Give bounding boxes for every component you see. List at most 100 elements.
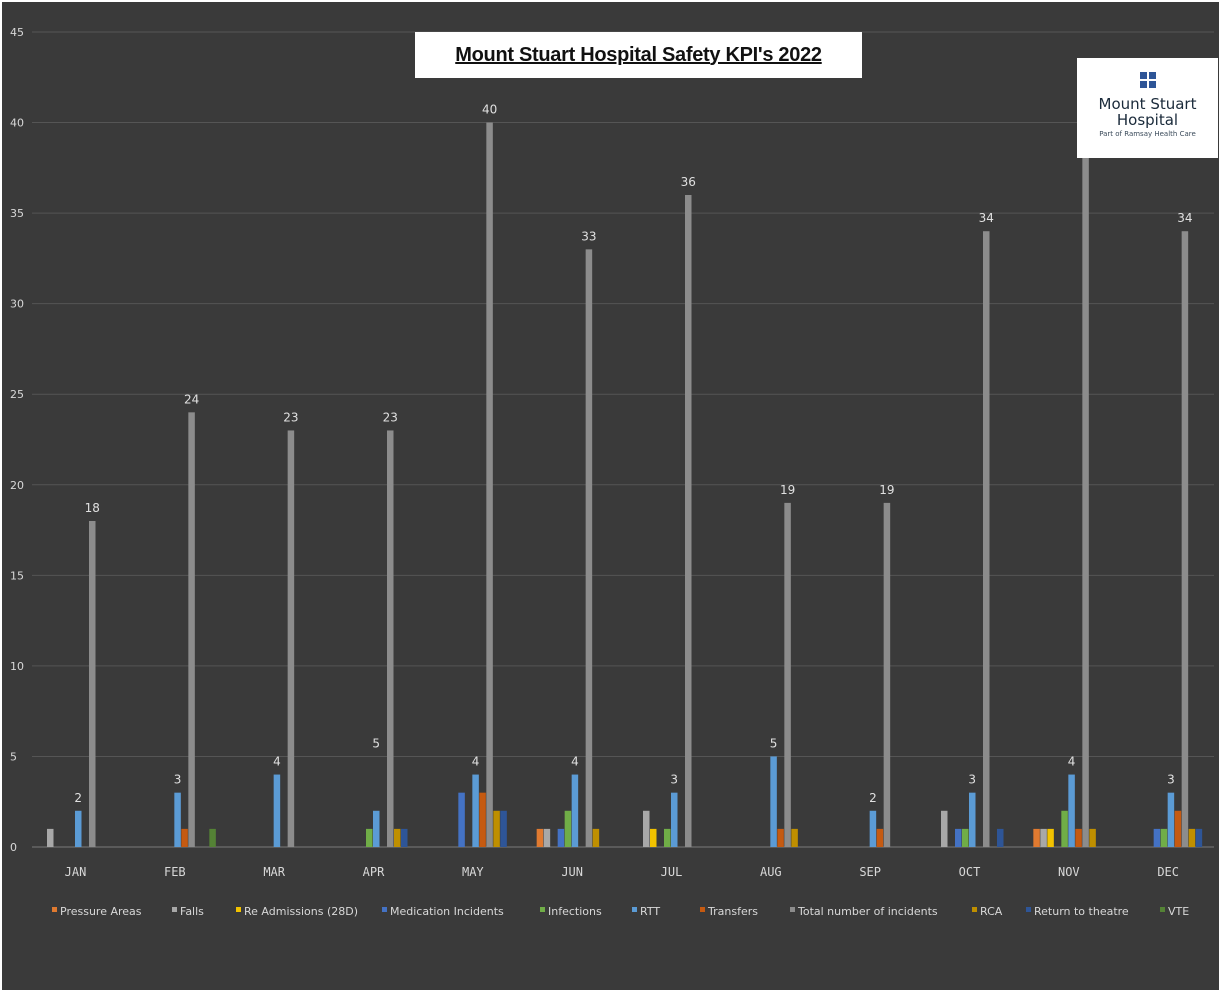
data-label: 5 bbox=[372, 736, 380, 750]
bar-transfers bbox=[1075, 828, 1082, 847]
bar-transfers bbox=[1174, 810, 1182, 847]
data-label: 3 bbox=[670, 773, 678, 787]
bar-falls bbox=[543, 828, 551, 847]
legend-swatch bbox=[236, 907, 241, 912]
data-label: 19 bbox=[879, 483, 894, 497]
bar-total-number-of-incidents bbox=[486, 122, 493, 848]
data-label: 4 bbox=[1068, 755, 1076, 769]
y-tick-label: 0 bbox=[10, 841, 17, 854]
bar-rtt bbox=[969, 792, 976, 847]
bar-transfers bbox=[876, 828, 884, 847]
bar-rtt bbox=[571, 774, 579, 847]
x-category-label: MAR bbox=[263, 865, 285, 879]
legend-swatch bbox=[1026, 907, 1031, 912]
data-label: 3 bbox=[1167, 773, 1175, 787]
legend-swatch bbox=[632, 907, 637, 912]
legend-entry: Falls bbox=[180, 905, 204, 918]
legend-entry: RCA bbox=[980, 905, 1003, 918]
bar-rca bbox=[791, 828, 798, 847]
y-tick-label: 15 bbox=[10, 569, 24, 582]
legend-swatch bbox=[172, 907, 177, 912]
x-category-label: OCT bbox=[959, 865, 981, 879]
bar-medication-incidents bbox=[458, 792, 465, 847]
x-category-label: FEB bbox=[164, 865, 186, 879]
bar-rca bbox=[1089, 828, 1096, 847]
bar-total-number-of-incidents bbox=[1181, 231, 1189, 847]
data-label: 4 bbox=[273, 755, 281, 769]
bar-rtt bbox=[869, 810, 877, 847]
bar-rtt bbox=[671, 792, 678, 847]
x-category-label: SEP bbox=[859, 865, 881, 879]
x-category-label: JAN bbox=[65, 865, 87, 879]
bar-transfers bbox=[777, 828, 784, 847]
legend-swatch bbox=[700, 907, 705, 912]
bar-total-number-of-incidents bbox=[89, 521, 96, 847]
bar-medication-incidents bbox=[955, 828, 962, 847]
bar-total-number-of-incidents bbox=[983, 231, 990, 847]
bar-return-to-theatre bbox=[401, 828, 408, 847]
bar-pressure-areas bbox=[536, 828, 544, 847]
bar-total-number-of-incidents bbox=[188, 412, 195, 847]
bar-falls bbox=[941, 810, 948, 847]
x-category-label: MAY bbox=[462, 865, 484, 879]
bar-falls bbox=[1040, 828, 1047, 847]
legend-entry: Medication Incidents bbox=[390, 905, 504, 918]
legend-swatch bbox=[52, 907, 57, 912]
bar-infections bbox=[1160, 828, 1168, 847]
bar-rca bbox=[1188, 828, 1196, 847]
x-category-label: DEC bbox=[1157, 865, 1179, 879]
bar-infections bbox=[366, 828, 373, 847]
bar-falls bbox=[643, 810, 650, 847]
legend-swatch bbox=[790, 907, 795, 912]
bar-infections bbox=[564, 810, 572, 847]
data-label: 3 bbox=[174, 773, 182, 787]
data-label: 23 bbox=[283, 410, 298, 424]
data-label: 34 bbox=[979, 211, 994, 225]
bar-transfers bbox=[479, 792, 486, 847]
bar-infections bbox=[962, 828, 969, 847]
bar-total-number-of-incidents bbox=[1082, 140, 1089, 847]
bar-total-number-of-incidents bbox=[387, 430, 394, 847]
data-label: 2 bbox=[74, 791, 82, 805]
data-label: 3 bbox=[968, 773, 976, 787]
data-label: 24 bbox=[184, 392, 199, 406]
data-label: 19 bbox=[780, 483, 795, 497]
data-label: 36 bbox=[681, 175, 696, 189]
y-tick-label: 5 bbox=[10, 750, 17, 763]
y-tick-label: 45 bbox=[10, 26, 24, 39]
bar-rtt bbox=[472, 774, 479, 847]
bar-transfers bbox=[181, 828, 188, 847]
data-label: 5 bbox=[770, 736, 778, 750]
bar-infections bbox=[664, 828, 671, 847]
hospital-logo: Mount Stuart Hospital Part of Ramsay Hea… bbox=[1077, 58, 1218, 158]
logo-name-line1: Mount Stuart bbox=[1098, 95, 1197, 113]
y-tick-label: 30 bbox=[10, 298, 24, 311]
x-category-label: NOV bbox=[1058, 865, 1080, 879]
bar-rtt bbox=[770, 756, 777, 847]
data-label: 4 bbox=[472, 755, 480, 769]
bar-rtt bbox=[1167, 792, 1175, 847]
bar-medication-incidents bbox=[1153, 828, 1161, 847]
bar-return-to-theatre bbox=[1195, 828, 1203, 847]
logo-name-line2: Hospital bbox=[1116, 111, 1179, 129]
bar-return-to-theatre bbox=[500, 810, 507, 847]
chart-title: Mount Stuart Hospital Safety KPI's 2022 bbox=[455, 43, 822, 66]
legend-entry: Re Admissions (28D) bbox=[244, 905, 358, 918]
bar-total-number-of-incidents bbox=[685, 195, 692, 847]
bar-medication-incidents bbox=[557, 828, 565, 847]
bar-pressure-areas bbox=[1033, 828, 1040, 847]
chart-title-box: Mount Stuart Hospital Safety KPI's 2022 bbox=[415, 32, 862, 78]
legend-entry: Transfers bbox=[707, 905, 758, 918]
data-label: 40 bbox=[482, 103, 497, 117]
bar-rtt bbox=[174, 792, 181, 847]
bar-rtt bbox=[1068, 774, 1075, 847]
bar-re-admissions-28d- bbox=[650, 828, 657, 847]
bar-total-number-of-incidents bbox=[585, 249, 593, 848]
legend-entry: VTE bbox=[1168, 905, 1189, 918]
data-label: 2 bbox=[869, 791, 877, 805]
data-label: 33 bbox=[581, 229, 596, 243]
bar-total-number-of-incidents bbox=[287, 430, 295, 847]
legend-swatch bbox=[382, 907, 387, 912]
logo-tagline: Part of Ramsay Health Care bbox=[1099, 130, 1196, 138]
